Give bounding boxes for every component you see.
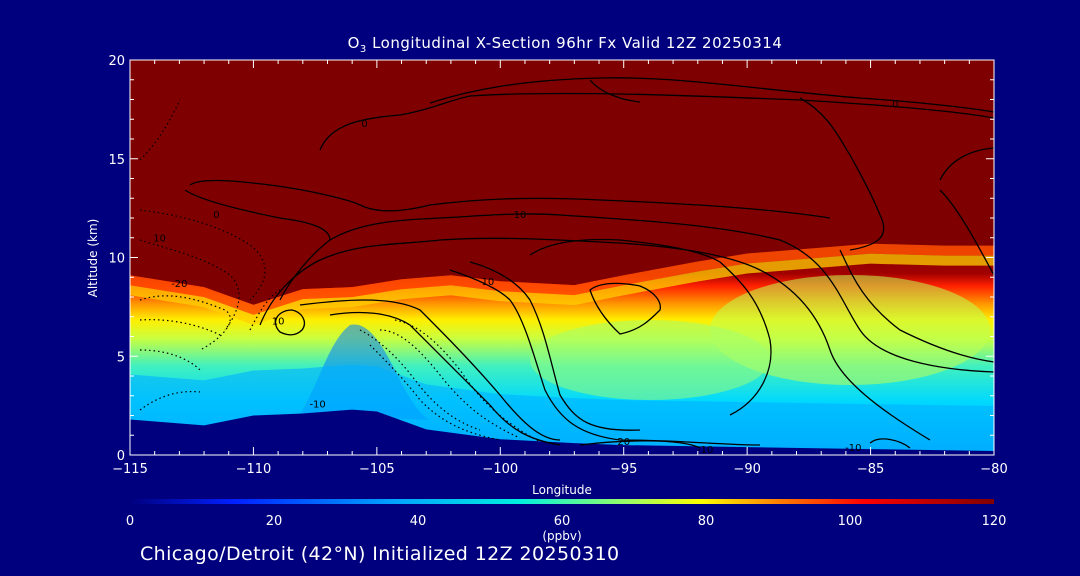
colorbar-tick-label: 40	[410, 514, 427, 529]
tropopause-band-yellow	[130, 253, 994, 325]
field-layer	[130, 60, 994, 455]
y-axis-label: Altitude (km)	[86, 219, 100, 298]
contour-label: 10	[514, 210, 527, 221]
colorbar	[130, 499, 994, 504]
colorbar-tick-label: 120	[982, 514, 1007, 529]
colorbar-tick-label: 100	[838, 514, 863, 529]
y-tick-label: 15	[108, 153, 125, 168]
colorbar-ticks: 0 20 40 60 80 100 120	[126, 514, 1007, 529]
contour-label: 20	[617, 437, 630, 448]
contour-label: 10	[482, 277, 495, 288]
contour-label: 10	[153, 234, 166, 245]
contour-label: 0	[361, 119, 367, 130]
y-tick-label: 10	[108, 252, 125, 267]
x-tick-label: −90	[733, 462, 760, 477]
contour-label: 0	[892, 99, 898, 110]
contour-label: 0	[213, 210, 219, 221]
contour-label: 10	[272, 317, 285, 328]
contour-labels: 0 0 0 10 10 10 10 -10 -10 -10 -20 20	[153, 99, 898, 456]
x-tick-label: −80	[980, 462, 1007, 477]
green-patch	[710, 275, 990, 385]
x-tick-label: −105	[359, 462, 395, 477]
x-tick-label: −85	[857, 462, 884, 477]
green-patch	[530, 320, 770, 400]
x-axis-label: Longitude	[532, 483, 592, 497]
y-tick-label: 5	[117, 350, 125, 365]
terrain-fill	[130, 409, 994, 455]
colorbar-tick-label: 0	[126, 514, 134, 529]
x-tick-label: −110	[236, 462, 272, 477]
y-axis: 0 5 10 15 20	[108, 54, 994, 464]
contours-solid	[184, 77, 994, 449]
lower-layer-fill	[130, 364, 994, 452]
contour-label: -20	[171, 279, 187, 290]
contour-label: -10	[309, 400, 325, 411]
tropopause-band	[130, 243, 994, 315]
colorbar-tick-label: 80	[698, 514, 715, 529]
colorbar-tick-label: 20	[266, 514, 283, 529]
contour-label: -10	[845, 443, 861, 454]
footer-caption: Chicago/Detroit (42°N) Initialized 12Z 2…	[140, 543, 620, 565]
x-tick-label: −95	[610, 462, 637, 477]
y-tick-label: 20	[108, 54, 125, 69]
colorbar-tick-label: 60	[554, 514, 571, 529]
contours-dotted	[139, 99, 541, 443]
x-axis: −115 −110 −105 −100 −95 −90 −85 −80	[112, 60, 1008, 477]
x-tick-label: −100	[482, 462, 518, 477]
chart-title: O3 Longitudinal X-Section 96hr Fx Valid …	[347, 34, 783, 55]
x-tick-label: −115	[112, 462, 148, 477]
contour-label: -10	[697, 445, 713, 456]
y-tick-label: 0	[117, 449, 125, 464]
colorbar-label: (ppbv)	[542, 529, 581, 543]
